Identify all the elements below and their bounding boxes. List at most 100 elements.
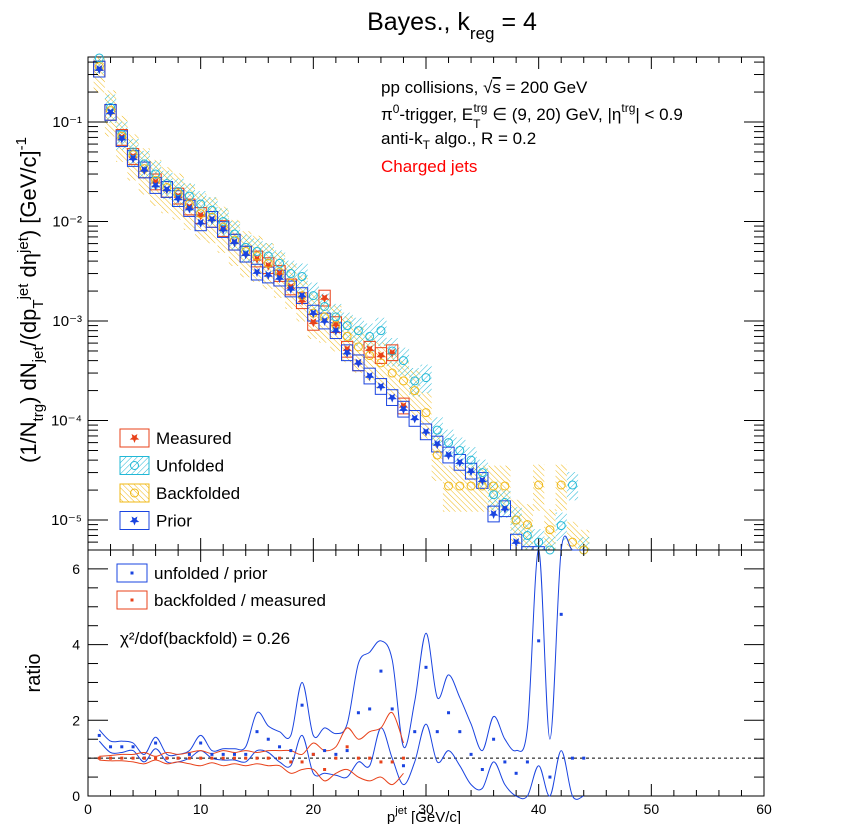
legend-label-backfolded: Backfolded	[156, 484, 240, 503]
ratio-chi2-annotation: χ²/dof(backfold) = 0.26	[120, 629, 290, 648]
backfolded-measured-point	[165, 756, 169, 760]
measured-point	[195, 211, 206, 221]
legend-marker-unfolded	[130, 461, 139, 470]
prior-sys-box	[205, 211, 219, 228]
backfolded-point	[522, 520, 532, 530]
legend-label-backfolded-measured: backfolded / measured	[154, 591, 326, 610]
backfolded-point	[466, 481, 476, 491]
prior-point	[195, 218, 206, 228]
prior-point	[229, 238, 240, 248]
unfolded-point	[308, 291, 318, 301]
unfolded-prior-point	[120, 745, 124, 749]
prior-sys-box	[464, 462, 478, 480]
unfolded-prior-point	[401, 764, 405, 768]
prior-point	[500, 504, 510, 514]
unfolded-prior-point	[447, 711, 451, 715]
backfolded-measured-point	[176, 756, 180, 760]
unfolded-prior-point	[548, 775, 552, 779]
unfolded-prior-point	[514, 771, 518, 775]
backfolded-measured-point	[368, 756, 372, 760]
backfolded-point	[263, 258, 273, 268]
prior-sys-box	[419, 423, 433, 441]
y-tick-label: 10⁻⁴	[51, 413, 82, 430]
prior-point	[297, 291, 307, 301]
unfolded-prior-point	[480, 768, 484, 772]
ratio-x-axis-label: pjet [GeV/c]	[387, 805, 461, 824]
unfolded-prior-point	[424, 665, 428, 669]
prior-sys-box	[228, 233, 241, 251]
y-tick-label: 10⁻²	[52, 214, 82, 231]
unfolded-point	[365, 331, 375, 341]
prior-sys-box	[172, 190, 185, 207]
legend-marker-unfolded-prior	[130, 571, 134, 575]
measured-sys-box	[318, 289, 331, 307]
legend-swatch-unfolded	[119, 456, 150, 475]
prior-sys-box	[273, 269, 286, 287]
unfolded-point	[432, 425, 442, 435]
ratio-uncertainty-bands	[98, 535, 584, 800]
unfolded-point	[556, 521, 566, 531]
y-tick-label: 2	[72, 712, 80, 728]
prior-point	[410, 414, 420, 424]
x-tick-label: 40	[531, 801, 547, 817]
x-tick-label: 50	[644, 801, 660, 817]
prior-point	[241, 250, 251, 260]
measured-point	[263, 261, 273, 271]
prior-sys-box	[431, 435, 444, 453]
x-tick-label: 60	[756, 801, 772, 817]
prior-sys-box	[352, 354, 365, 372]
legend-swatch-measured	[119, 428, 150, 448]
prior-point	[117, 134, 127, 144]
unfolded-prior-point	[559, 612, 563, 616]
prior-point	[286, 284, 296, 294]
prior-point	[511, 538, 521, 548]
ratio-points	[97, 612, 586, 779]
legend-label-unfolded-prior: unfolded / prior	[154, 564, 268, 583]
unfolded-point	[128, 147, 138, 157]
unfolded-prior-point	[289, 749, 293, 753]
prior-sys-box	[239, 245, 252, 263]
y-tick-label: 6	[72, 561, 80, 577]
annotation-charged-jets: Charged jets	[381, 157, 477, 176]
backfolded-point	[432, 450, 442, 460]
prior-point	[162, 185, 172, 195]
unfolded-prior-point	[356, 711, 360, 715]
unfolded-point	[567, 480, 577, 490]
backfolded-measured-point	[390, 760, 394, 764]
unfolded-point	[489, 490, 499, 500]
backfolded-point	[252, 251, 262, 261]
unfolded-point	[376, 326, 386, 336]
annotation-collisions: pp collisions, √s = 200 GeV	[381, 78, 588, 97]
prior-point	[139, 165, 150, 175]
unfolded-point	[522, 530, 532, 540]
unfolded-prior-point	[278, 745, 282, 749]
prior-point	[94, 65, 104, 75]
prior-point	[432, 440, 442, 450]
unfolded-prior-point	[255, 730, 259, 734]
backfolded-point	[511, 515, 521, 525]
unfolded-point	[196, 199, 206, 209]
prior-sys-box	[160, 181, 174, 198]
backfolded-point	[455, 481, 465, 491]
prior-point	[364, 372, 375, 381]
unfolded-prior-point	[345, 749, 349, 753]
legend-marker-backfolded	[130, 488, 139, 498]
prior-point	[443, 451, 454, 460]
unfolded-prior-point	[492, 737, 496, 741]
unfolded-prior-point	[503, 760, 507, 764]
backfolded-measured-point	[232, 756, 236, 760]
backfolded-band	[93, 57, 590, 550]
unfolded-prior-point	[435, 730, 439, 734]
unfolded-prior-point	[131, 745, 135, 749]
legend-swatch-backfolded-measured	[116, 590, 148, 610]
prior-point	[331, 326, 341, 336]
prior-sys-box	[386, 389, 399, 406]
unfolded-point	[94, 53, 104, 63]
y-tick-label: 4	[72, 637, 80, 653]
unfolded-prior-point	[379, 669, 383, 673]
legend-label-measured: Measured	[156, 429, 232, 448]
legend-label-prior: Prior	[156, 512, 192, 531]
backfolded-point	[556, 480, 566, 490]
measured-point	[150, 177, 161, 187]
